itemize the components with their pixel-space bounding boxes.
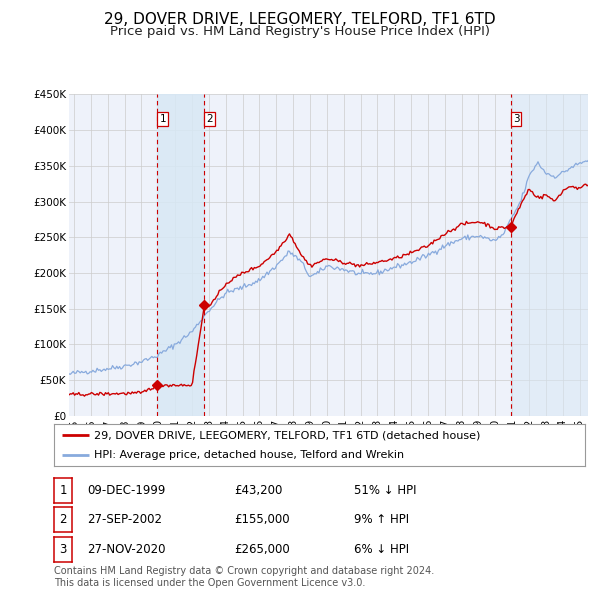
Text: £155,000: £155,000 bbox=[234, 513, 290, 526]
Text: 27-NOV-2020: 27-NOV-2020 bbox=[87, 543, 166, 556]
Text: Price paid vs. HM Land Registry's House Price Index (HPI): Price paid vs. HM Land Registry's House … bbox=[110, 25, 490, 38]
Text: 29, DOVER DRIVE, LEEGOMERY, TELFORD, TF1 6TD: 29, DOVER DRIVE, LEEGOMERY, TELFORD, TF1… bbox=[104, 12, 496, 27]
Text: 3: 3 bbox=[59, 543, 67, 556]
Text: 9% ↑ HPI: 9% ↑ HPI bbox=[354, 513, 409, 526]
Text: 3: 3 bbox=[512, 114, 520, 124]
Text: 6% ↓ HPI: 6% ↓ HPI bbox=[354, 543, 409, 556]
Text: £265,000: £265,000 bbox=[234, 543, 290, 556]
Text: 1: 1 bbox=[59, 484, 67, 497]
Text: 51% ↓ HPI: 51% ↓ HPI bbox=[354, 484, 416, 497]
Text: Contains HM Land Registry data © Crown copyright and database right 2024.
This d: Contains HM Land Registry data © Crown c… bbox=[54, 566, 434, 588]
Text: 2: 2 bbox=[59, 513, 67, 526]
Bar bbox=[157, 94, 205, 416]
Text: 2: 2 bbox=[206, 114, 213, 124]
Bar bbox=[511, 94, 588, 416]
Text: HPI: Average price, detached house, Telford and Wrekin: HPI: Average price, detached house, Telf… bbox=[94, 451, 404, 460]
Text: £43,200: £43,200 bbox=[234, 484, 283, 497]
Text: 29, DOVER DRIVE, LEEGOMERY, TELFORD, TF1 6TD (detached house): 29, DOVER DRIVE, LEEGOMERY, TELFORD, TF1… bbox=[94, 430, 480, 440]
Text: 1: 1 bbox=[160, 114, 166, 124]
Text: 09-DEC-1999: 09-DEC-1999 bbox=[87, 484, 166, 497]
Text: 27-SEP-2002: 27-SEP-2002 bbox=[87, 513, 162, 526]
